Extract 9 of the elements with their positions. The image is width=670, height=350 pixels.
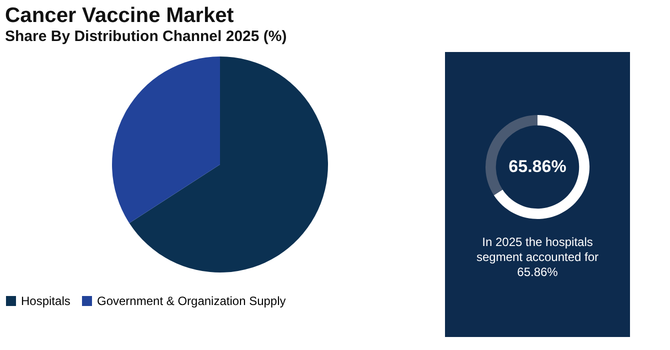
chart-title: Cancer Vaccine Market <box>5 4 234 27</box>
pie-slice <box>112 56 220 224</box>
text: 65.86% <box>508 157 566 176</box>
chart-subtitle: Share By Distribution Channel 2025 (%) <box>5 28 287 45</box>
donut-slice <box>494 115 590 219</box>
pie-slice <box>129 56 328 272</box>
legend-label: Hospitals <box>21 294 70 308</box>
legend-label: Government & Organization Supply <box>97 294 286 308</box>
text: In 2025 the hospitals segment accounted for 65.86% <box>476 235 599 279</box>
